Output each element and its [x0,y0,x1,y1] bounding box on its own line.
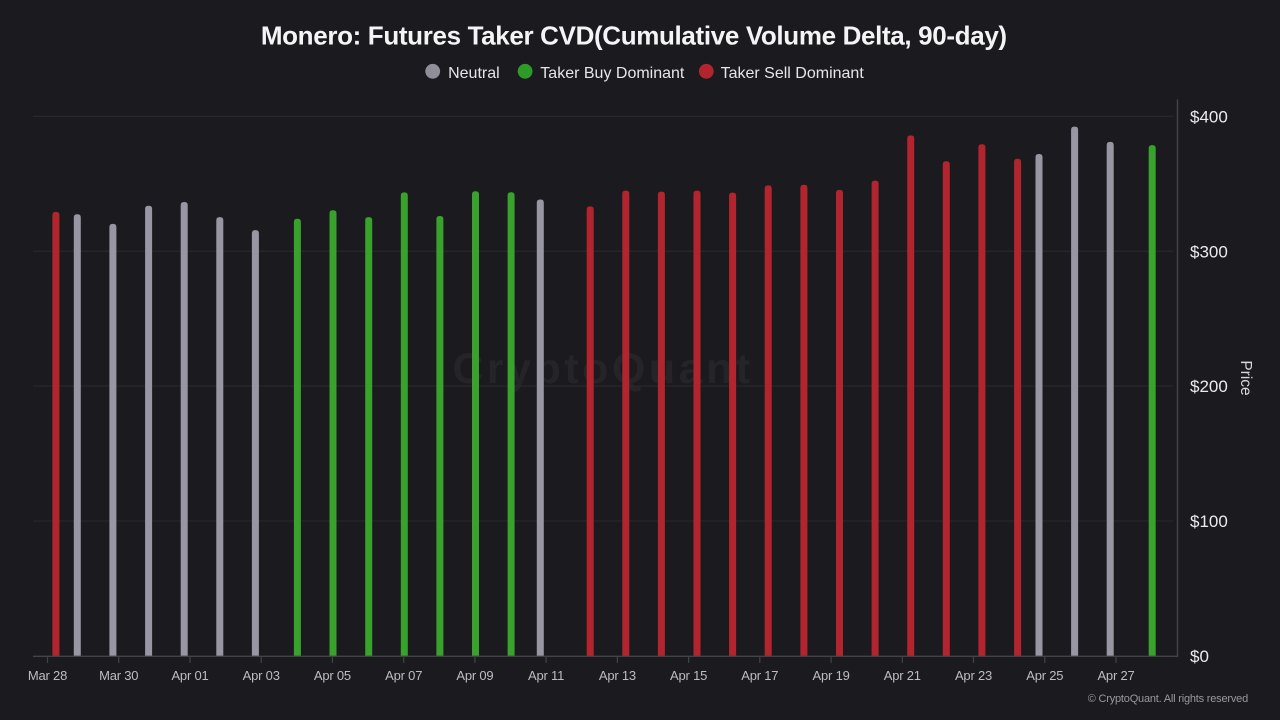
svg-text:Apr 27: Apr 27 [1097,668,1134,683]
svg-text:Apr 21: Apr 21 [884,668,921,683]
svg-text:Taker Buy Dominant: Taker Buy Dominant [540,65,685,82]
svg-text:Apr 19: Apr 19 [813,668,850,683]
svg-text:CryptoQuant: CryptoQuant [452,345,753,393]
svg-text:Apr 15: Apr 15 [670,668,707,683]
svg-text:Taker Sell Dominant: Taker Sell Dominant [721,65,865,82]
svg-text:Apr 01: Apr 01 [171,668,208,683]
svg-text:$400: $400 [1190,107,1228,126]
svg-text:Apr 03: Apr 03 [243,668,280,683]
svg-text:Monero: Futures Taker CVD(Cumu: Monero: Futures Taker CVD(Cumulative Vol… [261,20,1007,50]
svg-text:Apr 09: Apr 09 [456,668,493,683]
svg-text:Apr 25: Apr 25 [1026,668,1063,683]
svg-text:Mar 28: Mar 28 [28,668,67,683]
svg-text:Apr 23: Apr 23 [955,668,992,683]
svg-text:© CryptoQuant. All rights rese: © CryptoQuant. All rights reserved [1088,693,1248,705]
svg-text:Price: Price [1237,360,1254,395]
svg-text:$300: $300 [1190,242,1228,261]
svg-text:Apr 07: Apr 07 [385,668,422,683]
svg-text:$100: $100 [1190,512,1228,531]
svg-text:Apr 17: Apr 17 [741,668,778,683]
svg-text:$200: $200 [1190,377,1228,396]
svg-text:$0: $0 [1190,647,1209,666]
svg-text:Neutral: Neutral [448,65,500,82]
svg-text:Apr 11: Apr 11 [528,668,564,683]
svg-text:Apr 05: Apr 05 [314,668,351,683]
svg-text:Mar 30: Mar 30 [99,668,138,683]
svg-text:Apr 13: Apr 13 [599,668,636,683]
